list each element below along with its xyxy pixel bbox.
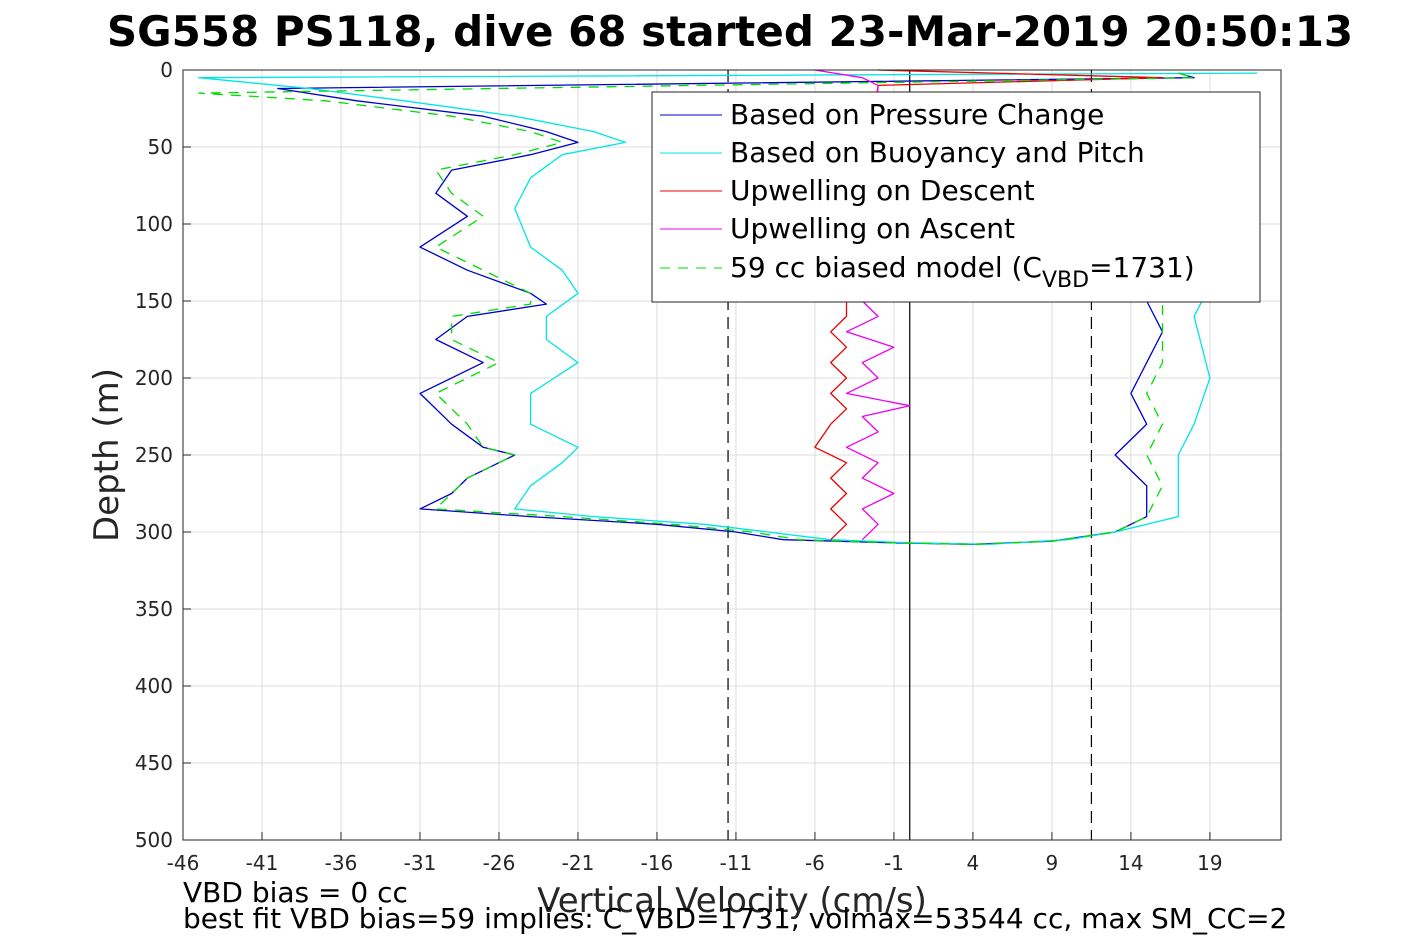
y-tick-label: 500 — [135, 828, 173, 852]
y-axis-label: Depth (m) — [87, 368, 127, 542]
legend-label-up-ascent: Upwelling on Ascent — [730, 212, 1015, 245]
footer-line-1: VBD bias = 0 cc — [183, 876, 408, 909]
y-tick-label: 200 — [135, 366, 173, 390]
x-tick-label: -41 — [246, 851, 279, 875]
legend: Based on Pressure Change Based on Buoyan… — [651, 91, 1261, 303]
legend-label-pressure: Based on Pressure Change — [730, 98, 1104, 131]
legend-box — [651, 91, 1261, 303]
legend-model-sub: VBD — [1042, 268, 1089, 293]
y-tick-label: 50 — [148, 135, 173, 159]
legend-label-model: 59 cc biased model (CVBD=1731) — [730, 251, 1195, 293]
legend-model-prefix: 59 cc biased model (C — [730, 251, 1042, 284]
legend-model-suffix: =1731) — [1089, 251, 1195, 284]
y-tick-label: 0 — [160, 58, 173, 82]
x-tick-label: -31 — [404, 851, 437, 875]
x-tick-label: -16 — [641, 851, 674, 875]
x-tick-label: 4 — [967, 851, 980, 875]
x-tick-label: -6 — [805, 851, 825, 875]
legend-label-up-descent: Upwelling on Descent — [730, 174, 1035, 207]
series-line-model — [198, 72, 1195, 545]
footer-line-2: best fit VBD bias=59 implies: C_VBD=1731… — [183, 902, 1287, 935]
series-layer — [198, 69, 1258, 545]
y-tick-label: 400 — [135, 674, 173, 698]
chart-title: SG558 PS118, dive 68 started 23-Mar-2019… — [107, 7, 1353, 56]
legend-label-buoyancy: Based on Buoyancy and Pitch — [730, 136, 1145, 169]
x-tick-label: -46 — [167, 851, 200, 875]
y-tick-label: 150 — [135, 289, 173, 313]
x-tick-label: -36 — [325, 851, 358, 875]
x-tick-label: -21 — [562, 851, 595, 875]
axis-ticks: -46 -41 -36 -31 -26 -21 -16 -11 -6 -1 4 9 14 19 0 50 100… — [135, 58, 1223, 875]
x-tick-label: -1 — [884, 851, 904, 875]
series-line-buoyancy — [198, 72, 1258, 545]
y-tick-label: 450 — [135, 751, 173, 775]
x-axis-label: Vertical Velocity (cm/s) — [537, 881, 927, 921]
y-tick-label: 100 — [135, 212, 173, 236]
y-tick-label: 300 — [135, 520, 173, 544]
x-tick-label: 19 — [1197, 851, 1222, 875]
series-line-up_ascent — [814, 69, 911, 541]
y-tick-label: 250 — [135, 443, 173, 467]
x-tick-label: 9 — [1046, 851, 1059, 875]
x-tick-label: -11 — [720, 851, 753, 875]
y-tick-label: 350 — [135, 597, 173, 621]
x-tick-label: 14 — [1118, 851, 1143, 875]
x-tick-label: -26 — [483, 851, 516, 875]
